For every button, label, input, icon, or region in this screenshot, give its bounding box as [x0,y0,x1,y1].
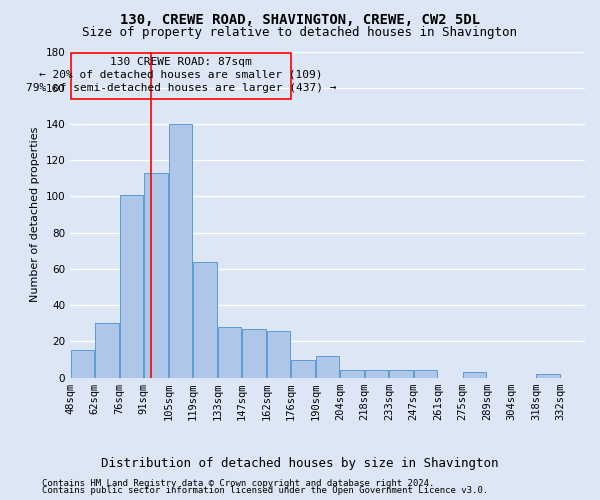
Bar [463,372,487,378]
Text: 130, CREWE ROAD, SHAVINGTON, CREWE, CW2 5DL: 130, CREWE ROAD, SHAVINGTON, CREWE, CW2 … [120,12,480,26]
Text: Size of property relative to detached houses in Shavington: Size of property relative to detached ho… [83,26,517,39]
Bar [193,262,217,378]
Bar [340,370,364,378]
Bar [144,173,168,378]
Text: Contains HM Land Registry data © Crown copyright and database right 2024.: Contains HM Land Registry data © Crown c… [42,478,434,488]
Bar [414,370,437,378]
Bar [267,330,290,378]
Bar [292,360,315,378]
Text: Distribution of detached houses by size in Shavington: Distribution of detached houses by size … [101,458,499,470]
Bar [389,370,413,378]
Bar [71,350,94,378]
Bar [120,194,143,378]
Text: Contains public sector information licensed under the Open Government Licence v3: Contains public sector information licen… [42,486,488,495]
Bar [365,370,388,378]
Bar [536,374,560,378]
Text: ← 20% of detached houses are smaller (109): ← 20% of detached houses are smaller (10… [39,70,323,80]
Bar [218,327,241,378]
Text: 79% of semi-detached houses are larger (437) →: 79% of semi-detached houses are larger (… [26,83,336,93]
Bar [316,356,340,378]
Y-axis label: Number of detached properties: Number of detached properties [30,127,40,302]
Bar [71,54,291,98]
Text: 130 CREWE ROAD: 87sqm: 130 CREWE ROAD: 87sqm [110,57,252,67]
Bar [242,328,266,378]
Bar [169,124,192,378]
Bar [95,324,119,378]
